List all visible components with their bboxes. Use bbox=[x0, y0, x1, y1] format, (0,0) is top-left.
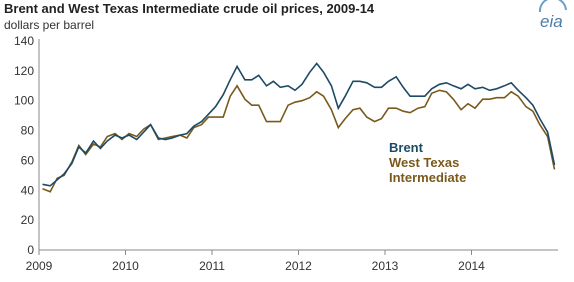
y-tick-label: 100 bbox=[14, 94, 34, 108]
y-tick-label: 60 bbox=[21, 153, 35, 167]
y-tick-label: 120 bbox=[14, 64, 34, 78]
legend-entry: Brent bbox=[389, 140, 423, 155]
x-tick-label: 2013 bbox=[372, 259, 399, 273]
x-tick-label: 2014 bbox=[458, 259, 485, 273]
x-tick-label: 2010 bbox=[112, 259, 139, 273]
y-tick-label: 40 bbox=[21, 183, 35, 197]
y-tick-label: 20 bbox=[21, 213, 35, 227]
chart-title: Brent and West Texas Intermediate crude … bbox=[4, 1, 375, 16]
chart-subtitle: dollars per barrel bbox=[4, 18, 94, 32]
logo: eia bbox=[540, 12, 563, 31]
x-tick-label: 2012 bbox=[285, 259, 312, 273]
x-tick-label: 2011 bbox=[199, 259, 225, 273]
y-tick-label: 140 bbox=[14, 34, 34, 48]
series-line bbox=[42, 84, 556, 193]
y-tick-label: 80 bbox=[21, 124, 35, 138]
y-tick-label: 0 bbox=[27, 243, 34, 257]
series-line bbox=[42, 62, 556, 187]
x-tick-label: 2009 bbox=[26, 259, 53, 273]
logo-arc bbox=[538, 0, 567, 13]
legend-entry: West Texas Intermediate bbox=[389, 155, 467, 185]
